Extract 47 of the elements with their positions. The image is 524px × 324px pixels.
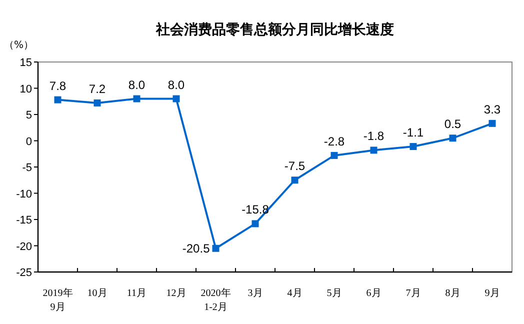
y-axis-title: （%）	[4, 40, 34, 51]
data-label: -7.5	[284, 159, 306, 174]
point	[410, 143, 417, 150]
x-tick-label: 3月	[248, 288, 263, 299]
data-label: -1.8	[363, 129, 384, 144]
data-label: 7.2	[88, 82, 106, 96]
y-tick-label: -15	[16, 214, 32, 226]
y-tick-label: 5	[26, 110, 32, 122]
x-tick-label: 9月	[484, 288, 500, 299]
point	[488, 120, 496, 127]
data-label: -2.8	[324, 134, 345, 148]
y-tick-label: 10	[20, 83, 32, 96]
data-label: 7.8	[49, 78, 66, 93]
chart-title: 社会消费品零售总额分月同比增长速度	[155, 21, 394, 38]
x-tick-label: 8月	[445, 288, 460, 299]
data-label: -20.5	[182, 241, 210, 256]
x-tick-label: 2019年 9月	[42, 287, 73, 313]
x-tick-label: 4月	[287, 288, 302, 299]
y-tick-label: 15	[20, 57, 32, 69]
data-label: 3.3	[484, 102, 501, 116]
data-label: 8.0	[168, 78, 185, 92]
data-label: -15.8	[242, 202, 270, 217]
y-tick-label: 0	[26, 136, 32, 148]
point	[54, 96, 62, 104]
x-tick-label: 12月	[166, 288, 186, 299]
point	[94, 99, 101, 106]
point	[291, 176, 298, 184]
point	[252, 220, 259, 228]
x-tick-label: 10月	[87, 288, 108, 299]
x-tick-label: 6月	[366, 288, 382, 299]
data-label: 0.5	[444, 117, 462, 132]
y-tick-label: -10	[16, 188, 32, 200]
data-label: 8.0	[128, 78, 146, 92]
point	[330, 152, 338, 159]
y-tick-label: -5	[22, 162, 32, 174]
point	[172, 95, 180, 102]
x-tick-label: 11月	[126, 288, 147, 299]
y-tick-label: -20	[16, 240, 32, 253]
x-tick-label: 5月	[326, 288, 342, 299]
x-tick-label: 2020年 1-2月	[200, 287, 231, 313]
point	[212, 244, 220, 252]
y-tick-label: -25	[16, 267, 32, 279]
data-label: -1.1	[402, 126, 424, 140]
point	[449, 134, 456, 142]
point	[133, 95, 140, 102]
x-tick-label: 7月	[406, 288, 421, 299]
point	[370, 146, 378, 154]
